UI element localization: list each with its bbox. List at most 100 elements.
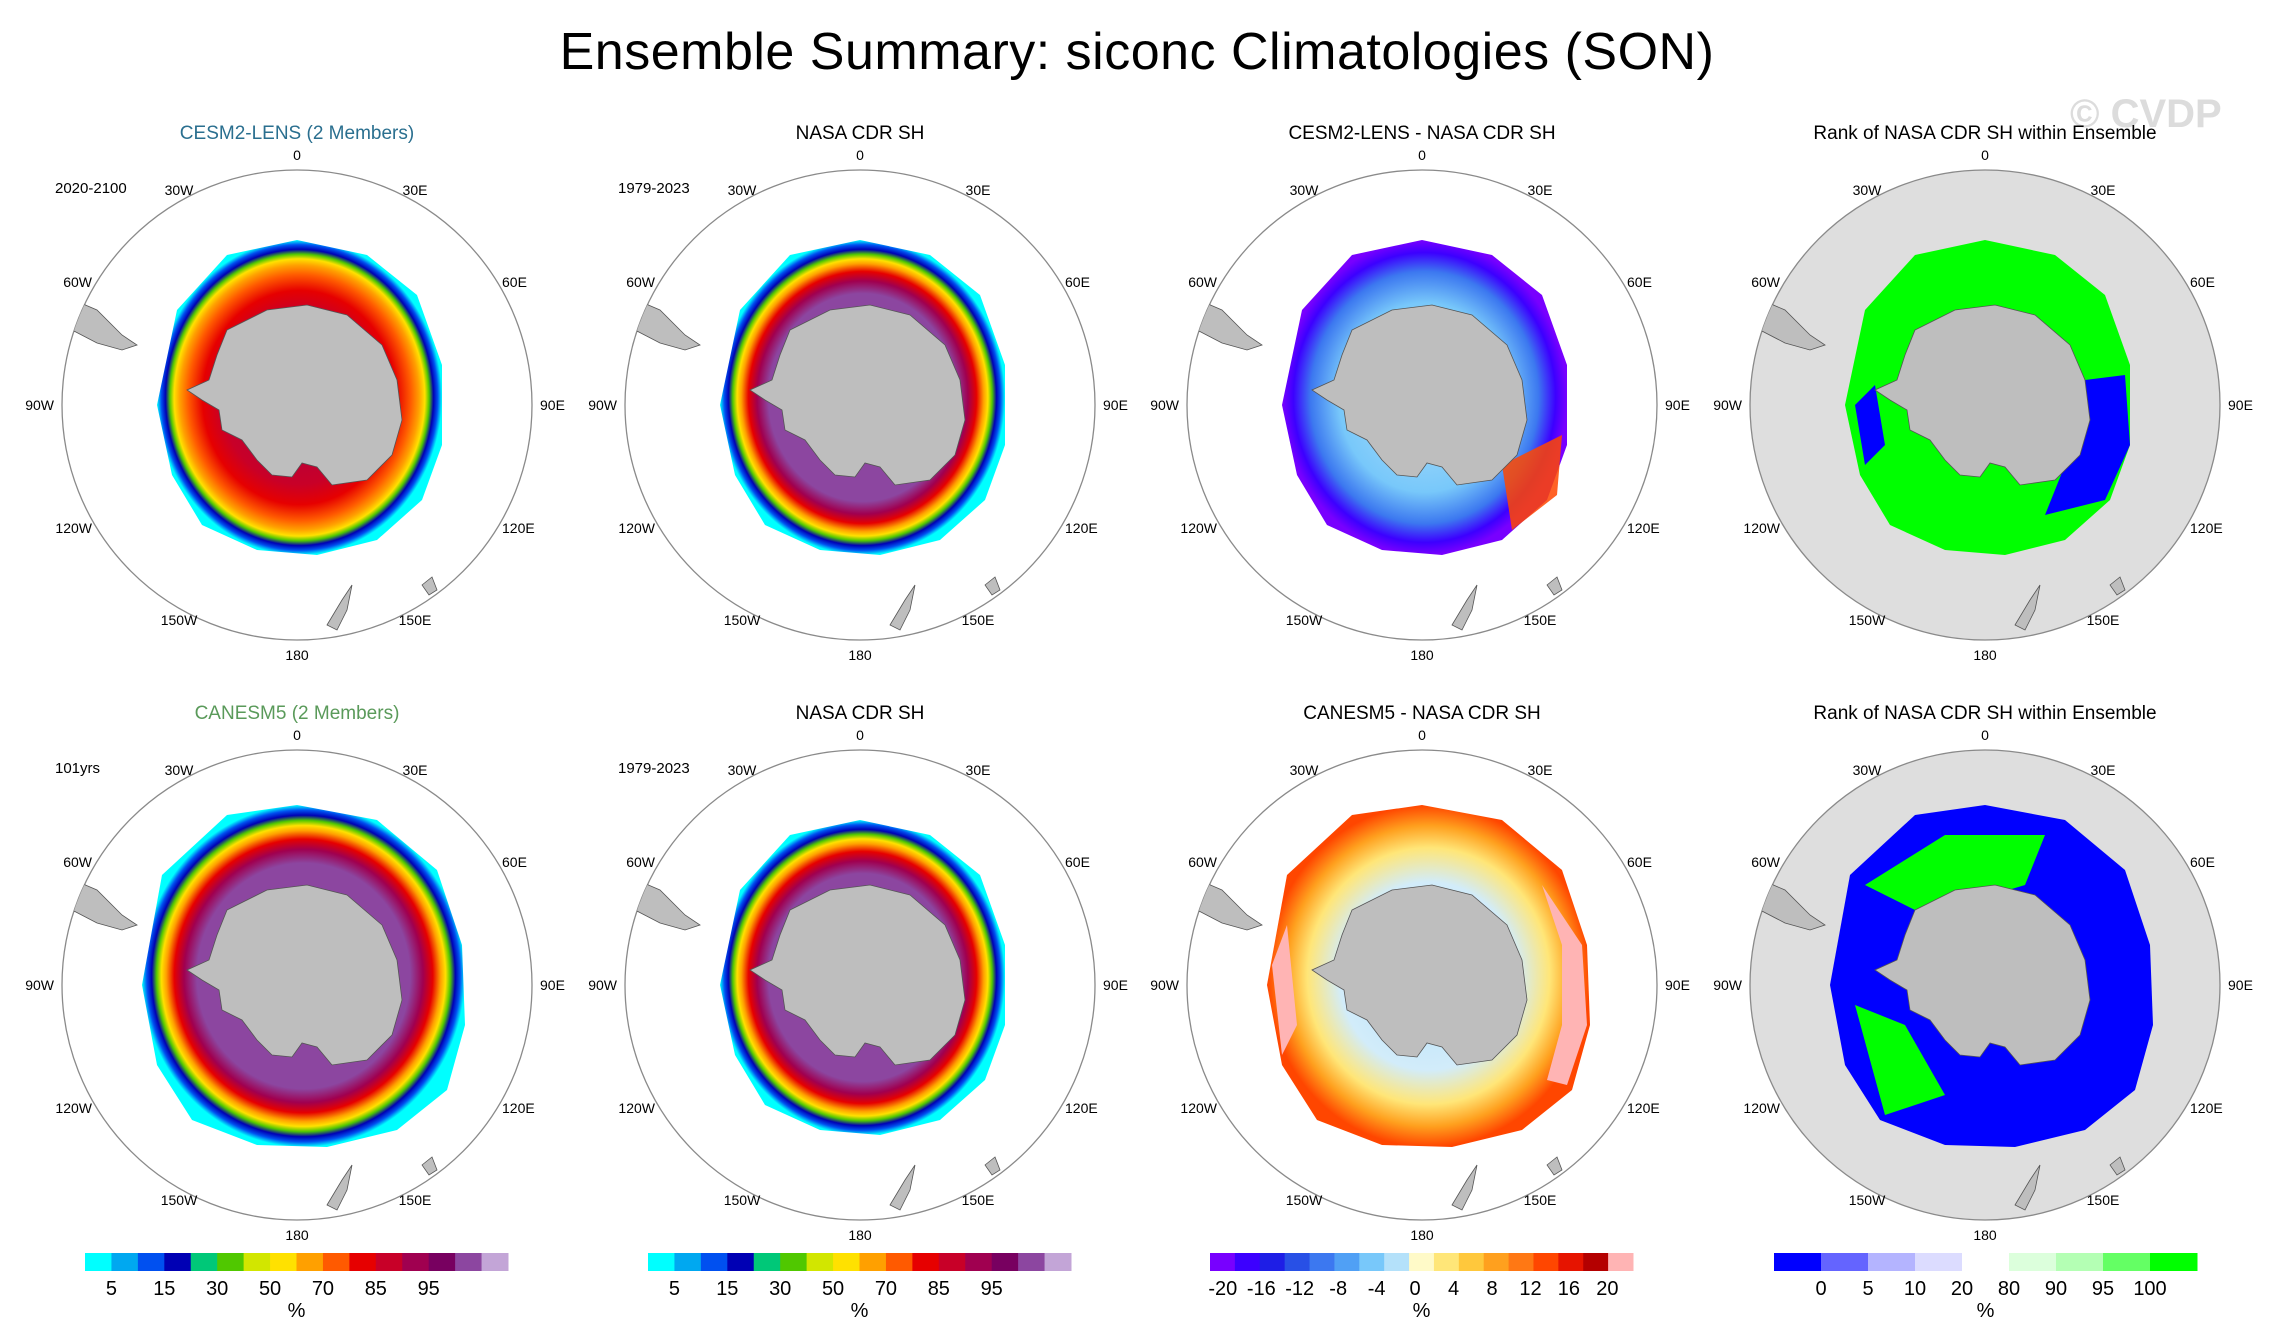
map-panel-r2-c2: 0 180 90W 90E 30W 60W 30E 60E 120W 150W 120E 150E — [588, 727, 1128, 1243]
lon-label-30e: 30E — [966, 762, 991, 778]
lon-label-30e: 30E — [966, 182, 991, 198]
rank-low-region — [1855, 385, 1885, 465]
panel-title: CANESM5 - NASA CDR SH — [1303, 703, 1541, 724]
lon-label-90w: 90W — [25, 977, 55, 993]
land-new-zealand — [326, 584, 353, 631]
lon-label-150w: 150W — [724, 612, 761, 628]
colorbar-tick-label: 20 — [1951, 1278, 1973, 1300]
lon-label-30w: 30W — [165, 182, 195, 198]
rank-high-region — [1855, 1005, 1945, 1115]
colorbar-swatch — [1608, 1253, 1634, 1271]
colorbar-tick-label: -12 — [1285, 1278, 1314, 1300]
lon-label-90e: 90E — [1103, 397, 1128, 413]
period-label: 1979-2023 — [618, 180, 690, 197]
colorbar-tick-label: 90 — [2045, 1278, 2067, 1300]
colorbar-swatch — [1259, 1253, 1286, 1271]
land-antarctica — [1311, 884, 1528, 1066]
colorbar-tick-label: 5 — [669, 1278, 680, 1300]
lon-label-30w: 30W — [1853, 182, 1883, 198]
lon-label-60w: 60W — [626, 274, 656, 290]
colorbar-swatch — [885, 1253, 913, 1271]
lon-label-120w: 120W — [1743, 520, 1780, 536]
panel-title: CESM2-LENS - NASA CDR SH — [1288, 123, 1556, 144]
land-antarctica — [1874, 884, 2091, 1066]
panel-title: CANESM5 (2 Members) — [194, 703, 400, 724]
land-new-zealand — [1451, 1164, 1478, 1211]
colorbar-tick-label: 95 — [981, 1278, 1003, 1300]
colorbar-swatch — [1458, 1253, 1485, 1271]
lon-label-90e: 90E — [2228, 977, 2253, 993]
lon-label-90w: 90W — [1713, 977, 1743, 993]
colorbar-swatch — [296, 1253, 324, 1271]
lon-label-120e: 120E — [1065, 520, 1098, 536]
lon-label-30e: 30E — [403, 182, 428, 198]
lon-label-60w: 60W — [1751, 274, 1781, 290]
lon-label-30e: 30E — [2091, 762, 2116, 778]
colorbar-units: % — [1413, 1300, 1431, 1322]
colorbar-swatch — [1433, 1253, 1460, 1271]
lon-label-150w: 150W — [1286, 1192, 1323, 1208]
colorbar-tick-label: 12 — [1519, 1278, 1541, 1300]
colorbar-tick-label: 15 — [153, 1278, 175, 1300]
colorbar-tick-label: 50 — [259, 1278, 281, 1300]
land-new-zealand — [2014, 1164, 2041, 1211]
lon-label-120e: 120E — [502, 520, 535, 536]
colorbar-tick-label: 85 — [365, 1278, 387, 1300]
lon-label-150e: 150E — [399, 1192, 432, 1208]
lon-label-120w: 120W — [55, 1100, 92, 1116]
lon-label-30w: 30W — [728, 762, 758, 778]
map-panel-r1-c4: 0 180 90W 90E 30W 60W 30E 60E 120W 150W 120E 150E — [1713, 147, 2253, 663]
colorbar-units: % — [1977, 1300, 1995, 1322]
colorbar-tick-label: 70 — [875, 1278, 897, 1300]
colorbar-units: % — [851, 1300, 869, 1322]
lon-label-120e: 120E — [1627, 1100, 1660, 1116]
colorbars: 5 15 30 50 70 85 95%5 15 30 50 70 85 95%-20 -16 -12 -8-… — [85, 1253, 2198, 1322]
lon-label-180: 180 — [1973, 1227, 1997, 1243]
colorbar-swatch — [1044, 1253, 1072, 1271]
colorbar-swatch — [1583, 1253, 1609, 1271]
lon-label-60e: 60E — [2190, 854, 2215, 870]
lon-label-30w: 30W — [1290, 182, 1320, 198]
land-antarctica — [186, 884, 403, 1066]
colorbar-swatch — [727, 1253, 755, 1271]
panel-title: NASA CDR SH — [795, 123, 925, 144]
colorbar-swatch — [1868, 1253, 1916, 1271]
lon-label-0: 0 — [1981, 727, 1989, 743]
lon-label-90w: 90W — [25, 397, 55, 413]
colorbar-units: % — [288, 1300, 306, 1322]
lon-label-150w: 150W — [1286, 612, 1323, 628]
lon-label-150e: 150E — [1524, 1192, 1557, 1208]
colorbar-swatch — [1018, 1253, 1046, 1271]
colorbar-tick-label: 10 — [1904, 1278, 1926, 1300]
colorbar-swatch — [753, 1253, 781, 1271]
map-panel-r1-c2: 0 180 90W 90E 30W 60W 30E 60E 120W 150W 120E 150E — [588, 147, 1128, 663]
colorbar-swatch — [455, 1253, 483, 1271]
lon-label-180: 180 — [1410, 1227, 1434, 1243]
land-antarctica — [749, 884, 966, 1066]
colorbar-swatch — [111, 1253, 139, 1271]
map-panel-r1-c1: 0 180 90W 90E 30W 60W 30E 60E 120W 150W 120E 150E — [25, 147, 565, 663]
colorbar-swatch — [1409, 1253, 1435, 1271]
colorbar-swatch — [428, 1253, 456, 1271]
lon-label-180: 180 — [285, 1227, 309, 1243]
lon-label-180: 180 — [1973, 647, 1997, 663]
colorbar-tick-label: 0 — [1410, 1278, 1421, 1300]
land-antarctica — [186, 304, 403, 486]
panel-title: Rank of NASA CDR SH within Ensemble — [1813, 703, 2157, 724]
lon-label-150w: 150W — [161, 1192, 198, 1208]
lon-label-0: 0 — [856, 727, 864, 743]
colorbar-swatch — [1915, 1253, 1963, 1271]
colorbar-tick-label: 15 — [716, 1278, 738, 1300]
diff-high-region — [1542, 885, 1587, 1085]
lon-label-150w: 150W — [161, 612, 198, 628]
cvdp-watermark: © CVDP — [2070, 92, 2222, 136]
colorbar-swatch — [164, 1253, 192, 1271]
lon-label-90e: 90E — [1665, 397, 1690, 413]
colorbar-swatch — [1533, 1253, 1559, 1271]
land-antarctica — [1874, 304, 2091, 486]
colorbar-tick-label: 0 — [1815, 1278, 1826, 1300]
lon-label-60w: 60W — [63, 854, 93, 870]
land-new-zealand — [1451, 584, 1478, 631]
land-tasmania — [2109, 1156, 2126, 1176]
colorbar-swatch — [1384, 1253, 1410, 1271]
